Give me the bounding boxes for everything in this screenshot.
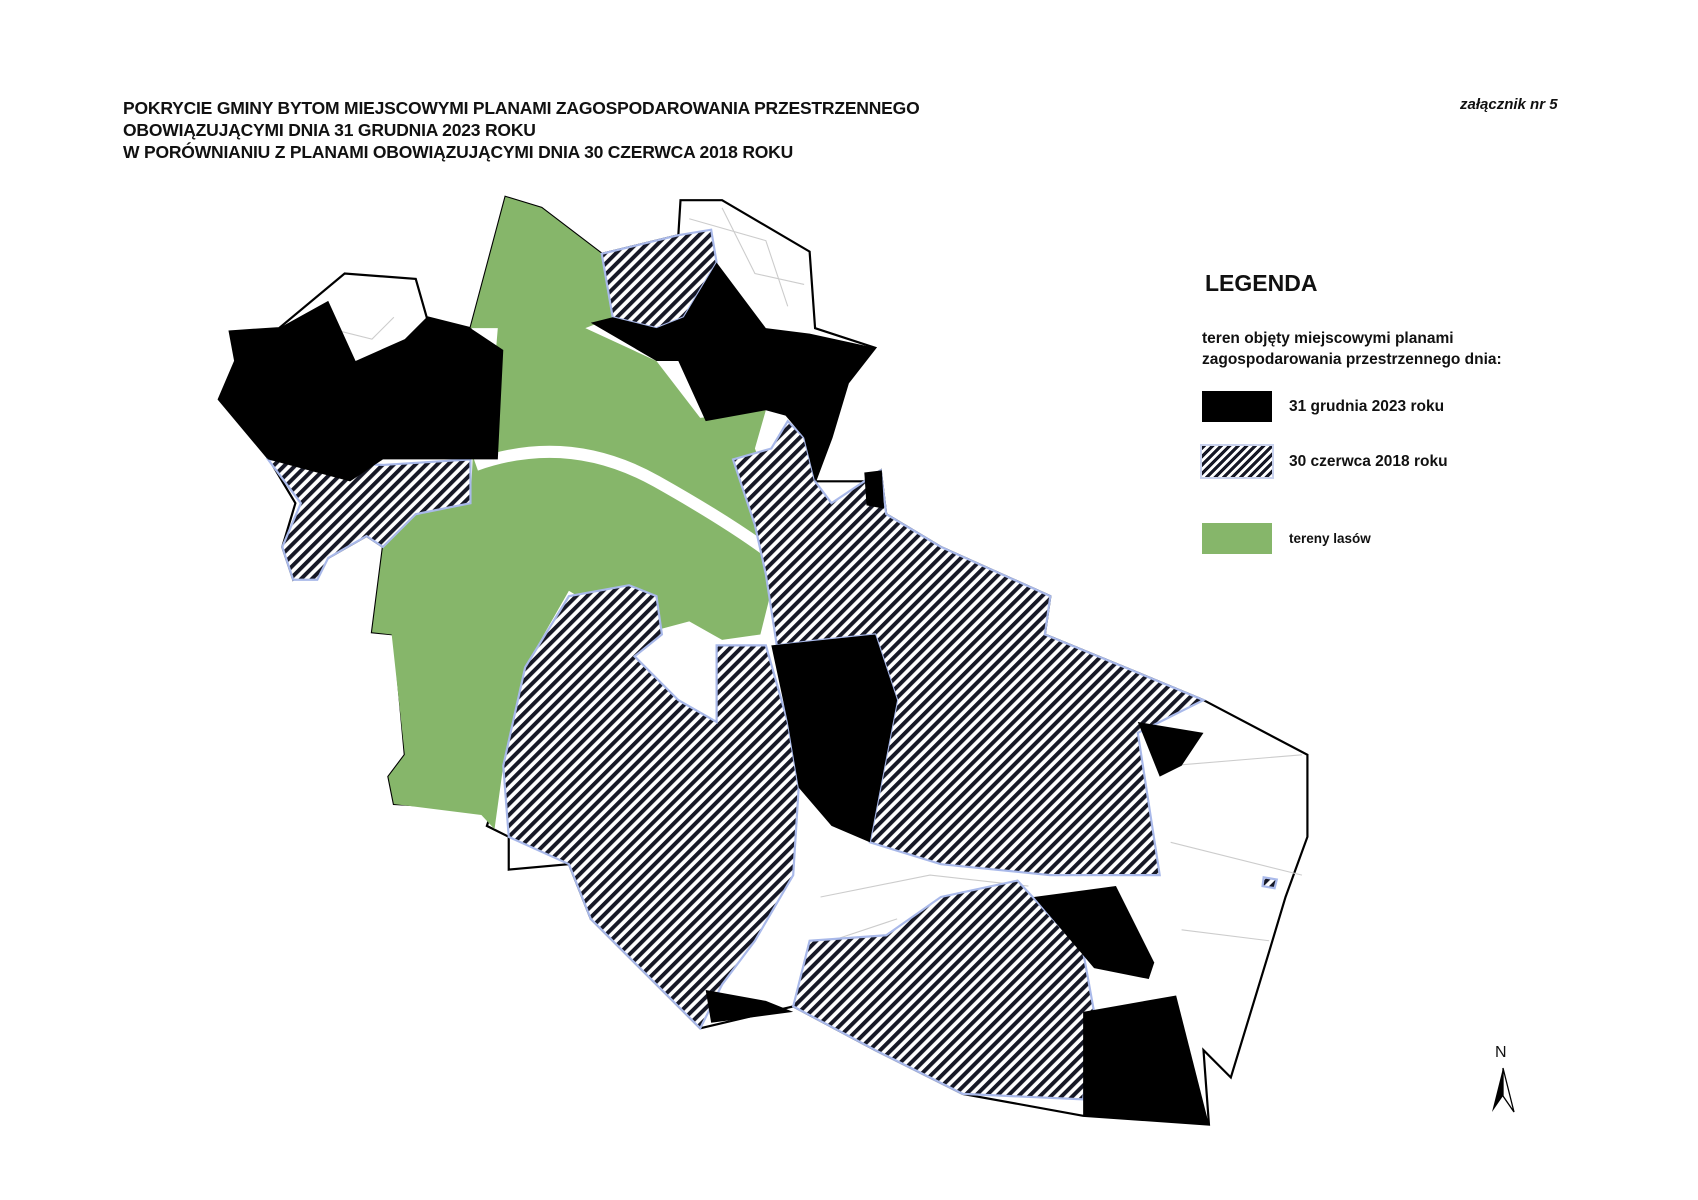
legend-swatch-black bbox=[1202, 391, 1272, 422]
plans-2018-hatched bbox=[265, 228, 1279, 1101]
legend-subtitle-line-2: zagospodarowania przestrzennego dnia: bbox=[1202, 351, 1502, 368]
map-title: POKRYCIE GMINY BYTOM MIEJSCOWYMI PLANAMI… bbox=[123, 97, 920, 163]
legend-label: tereny lasów bbox=[1289, 531, 1371, 546]
forest-area bbox=[371, 196, 777, 830]
legend-subtitle: teren objęty miejscowymi planami zagospo… bbox=[1202, 328, 1502, 370]
legend-item-2023: 31 grudnia 2023 roku bbox=[1202, 391, 1444, 422]
north-arrow: N bbox=[1486, 1044, 1520, 1114]
north-arrow-icon bbox=[1492, 1067, 1515, 1113]
legend-swatch-green bbox=[1202, 523, 1272, 554]
legend-swatch-hatched bbox=[1202, 446, 1272, 477]
plans-2023-black bbox=[218, 262, 1209, 1125]
legend-title: LEGENDA bbox=[1205, 270, 1318, 296]
legend-item-forest: tereny lasów bbox=[1202, 523, 1371, 554]
legend-label: 31 grudnia 2023 roku bbox=[1289, 397, 1445, 415]
legend-label: 30 czerwca 2018 roku bbox=[1289, 452, 1448, 470]
north-label: N bbox=[1495, 1044, 1507, 1061]
legend-subtitle-line-1: teren objęty miejscowymi planami bbox=[1202, 330, 1454, 347]
title-line-1: POKRYCIE GMINY BYTOM MIEJSCOWYMI PLANAMI… bbox=[123, 98, 920, 118]
title-line-3: W PORÓWNIANIU Z PLANAMI OBOWIĄZUJĄCYMI D… bbox=[123, 142, 794, 162]
title-line-2: OBOWIĄZUJĄCYMI DNIA 31 GRUDNIA 2023 ROKU bbox=[123, 120, 536, 140]
annex-label: załącznik nr 5 bbox=[1460, 96, 1558, 113]
legend-item-2018: 30 czerwca 2018 roku bbox=[1202, 446, 1448, 477]
road-band bbox=[473, 445, 792, 572]
